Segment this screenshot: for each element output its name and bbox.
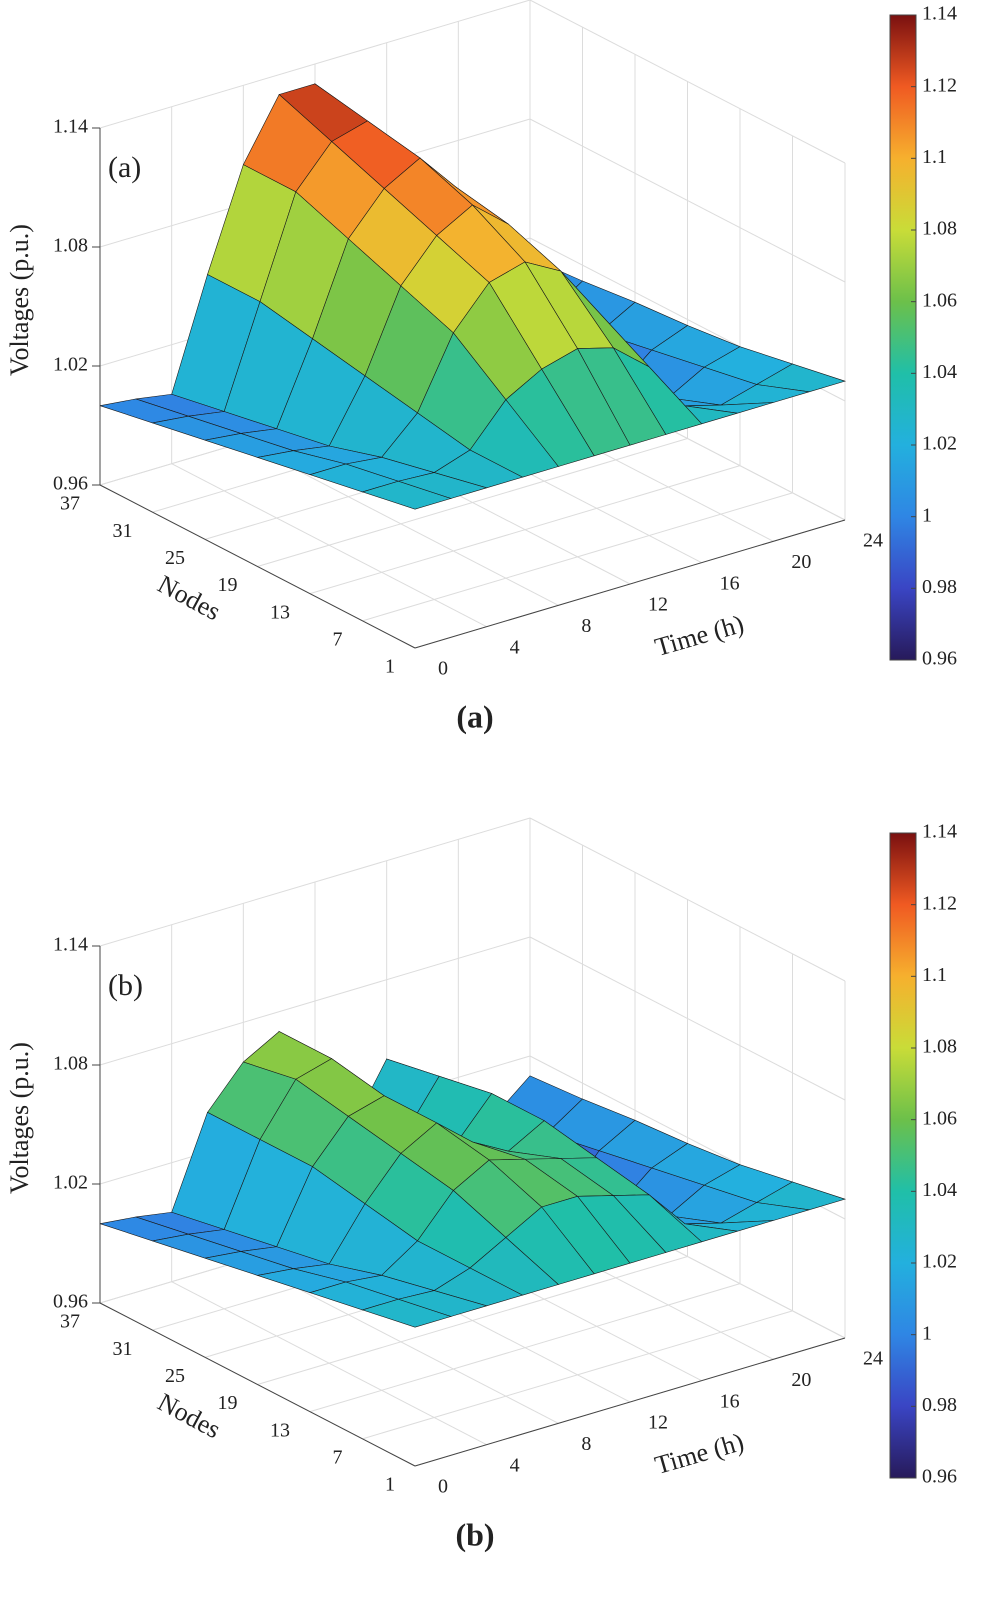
y-tick-label: 31 (113, 1338, 133, 1360)
grid-line (362, 492, 793, 622)
colorbar-tick-label: 0.98 (922, 1394, 957, 1416)
surface-cell (361, 1298, 452, 1328)
z-tick-label: 1.08 (53, 235, 88, 257)
x-axis-label: Time (h) (652, 609, 747, 662)
x-tick-label: 16 (720, 572, 740, 594)
colorbar-tick-label: 1.14 (922, 3, 957, 25)
z-tick-label: 1.02 (53, 1172, 88, 1194)
x-tick-label: 20 (791, 1369, 811, 1391)
colorbar-tick-label: 0.98 (922, 576, 957, 598)
z-tick-label: 0.96 (53, 1291, 88, 1313)
caption: (b) (455, 1516, 494, 1552)
grid-line (257, 1256, 688, 1385)
colorbar-tick-label: 1.1 (922, 964, 947, 986)
y-axis-label: Nodes (153, 1387, 225, 1444)
axis-line (99, 1302, 416, 1467)
grid-line (362, 1310, 793, 1440)
y-tick-label: 13 (270, 601, 290, 623)
z-tick-label: 1.08 (53, 1053, 88, 1075)
chart: 0.96 1.02 1.08 1.14 1 7 13 19 25 31 37 0 4 8 12 16 20 24 V… (5, 0, 957, 734)
colorbar-tick-label: 1.14 (922, 821, 957, 843)
x-tick-label: 8 (581, 1433, 591, 1455)
chart: 0.96 1.02 1.08 1.14 1 7 13 19 25 31 37 0 4 8 12 16 20 24 V… (5, 817, 957, 1552)
axis-line (414, 519, 846, 649)
colorbar-tick-label: 1.02 (922, 433, 957, 455)
y-tick-label: 37 (60, 1311, 80, 1333)
colorbar (889, 832, 917, 1479)
colorbar-tick-label: 1 (922, 504, 932, 526)
x-tick-label: 12 (648, 1412, 668, 1434)
x-tick-label: 16 (720, 1390, 740, 1412)
y-axis-label: Nodes (153, 569, 225, 626)
grid-line (309, 465, 741, 595)
y-tick-label: 13 (270, 1419, 290, 1441)
x-tick-label: 24 (863, 530, 883, 552)
z-tick-label: 1.02 (53, 354, 88, 376)
grid-line (529, 0, 846, 164)
z-tick-label: 0.96 (53, 473, 88, 495)
colorbar-tick-label: 1.08 (922, 1036, 957, 1058)
y-tick-label: 25 (165, 547, 185, 569)
x-axis-label: Time (h) (652, 1427, 747, 1480)
y-tick-label: 31 (113, 520, 133, 542)
x-tick-label: 8 (581, 615, 591, 637)
panel-label: (b) (108, 969, 143, 1002)
colorbar-tick-label: 1.02 (922, 1251, 957, 1273)
colorbar-tick-label: 1.12 (922, 892, 957, 914)
y-tick-label: 37 (60, 493, 80, 515)
colorbar-tick-label: 1.08 (922, 218, 957, 240)
z-axis-label: Voltages (p.u.) (5, 224, 34, 376)
grid-line (257, 438, 688, 567)
y-tick-label: 7 (333, 628, 343, 650)
colorbar (889, 14, 917, 661)
z-tick-label: 1.14 (53, 934, 88, 956)
colorbar-tick-label: 0.96 (922, 648, 957, 670)
panel-label: (a) (108, 151, 141, 184)
y-tick-label: 1 (385, 1474, 395, 1496)
colorbar-tick-label: 1.04 (922, 1179, 957, 1201)
axis-line (99, 484, 416, 649)
x-tick-label: 24 (863, 1348, 883, 1370)
colorbar-tick-label: 1.04 (922, 361, 957, 383)
surface-cell (361, 480, 452, 510)
colorbar-tick-label: 1 (922, 1322, 932, 1344)
grid-line (99, 936, 531, 1066)
x-tick-label: 20 (791, 551, 811, 573)
caption: (a) (456, 698, 493, 734)
x-tick-label: 4 (510, 636, 520, 658)
colorbar-tick-label: 1.1 (922, 146, 947, 168)
y-tick-label: 19 (218, 574, 238, 596)
colorbar-tick-label: 1.12 (922, 74, 957, 96)
grid-line (529, 936, 846, 1101)
grid-line (529, 817, 846, 982)
y-tick-label: 7 (333, 1446, 343, 1468)
z-axis-label: Voltages (p.u.) (5, 1042, 34, 1194)
colorbar-tick-label: 1.06 (922, 1107, 957, 1129)
x-tick-label: 0 (438, 658, 448, 680)
y-tick-label: 19 (218, 1392, 238, 1414)
y-tick-label: 1 (385, 656, 395, 678)
grid-line (99, 817, 531, 947)
colorbar-tick-label: 1.06 (922, 289, 957, 311)
grid-line (99, 0, 531, 129)
z-tick-label: 1.14 (53, 116, 88, 138)
x-tick-label: 12 (648, 594, 668, 616)
y-tick-label: 25 (165, 1365, 185, 1387)
colorbar-tick-label: 0.96 (922, 1466, 957, 1488)
x-tick-label: 4 (510, 1454, 520, 1476)
x-tick-label: 0 (438, 1476, 448, 1498)
grid-line (309, 1283, 741, 1413)
grid-line (529, 118, 846, 283)
axis-line (414, 1337, 846, 1467)
